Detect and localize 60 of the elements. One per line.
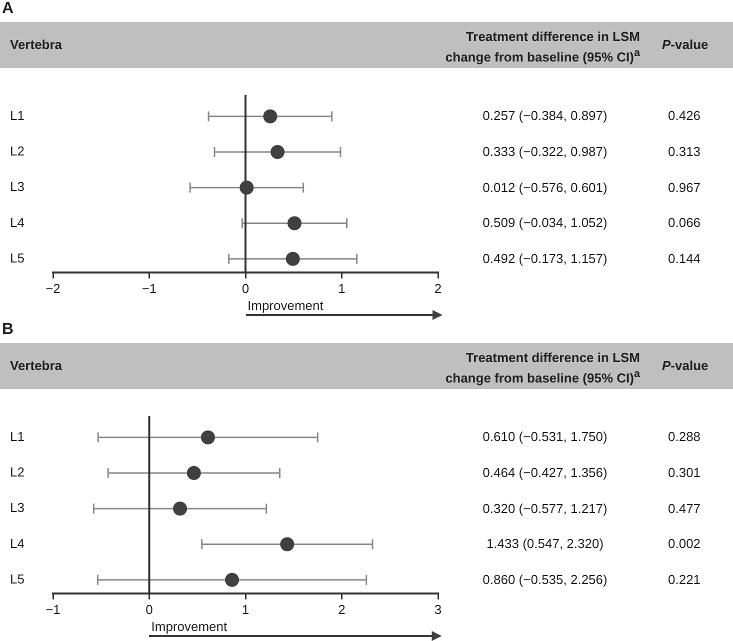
y-tick-label: L3	[10, 179, 24, 194]
point	[240, 180, 254, 195]
text: 0.313	[668, 144, 701, 159]
data-label: 0.610 (−0.531, 1.750)	[482, 429, 608, 444]
text: Improvement	[151, 619, 228, 634]
x-tick-label: −2	[46, 280, 60, 296]
text: Improvement	[248, 298, 324, 314]
data-label: 0.012 (−0.576, 0.601)	[482, 180, 608, 195]
x-tick-label: 2	[434, 280, 442, 296]
y-axis-title: Vertebra	[10, 37, 62, 52]
x-tick-label: 0	[146, 602, 153, 617]
text: 0.477	[668, 500, 701, 516]
y-tick-label: L3	[10, 500, 24, 516]
text: 0.002	[668, 536, 701, 552]
point	[225, 572, 240, 587]
data-label: 0.492 (−0.173, 1.157)	[482, 250, 608, 266]
y-tick-label: L2	[10, 144, 24, 159]
y-tick-label: L2	[10, 464, 24, 480]
y-tick-label: L4	[10, 536, 24, 551]
text: 0.066	[668, 215, 701, 230]
text: 0.426	[668, 108, 701, 124]
x-tick-label: −1	[46, 602, 60, 617]
data-label: 0.320 (−0.577, 1.217)	[482, 500, 608, 516]
text: 0.288	[668, 429, 701, 444]
point	[280, 537, 294, 552]
text: 0.967	[668, 180, 701, 195]
x-tick-label: 3	[434, 602, 442, 617]
x-tick-label: 2	[338, 602, 346, 617]
data-label: 0.333 (−0.322, 0.987)	[482, 144, 608, 159]
data-label: 0.464 (−0.427, 1.356)	[482, 464, 608, 480]
point	[287, 216, 302, 230]
point	[173, 502, 188, 516]
text: 0.301	[668, 464, 701, 480]
text: P-value	[662, 37, 708, 52]
point	[263, 109, 278, 124]
text: P-value	[662, 358, 708, 373]
point	[286, 252, 300, 266]
data-label: 0.509 (−0.034, 1.052)	[482, 215, 608, 230]
x-tick-label: 1	[242, 602, 250, 617]
text: 0.221	[668, 572, 701, 587]
chart-title: A	[2, 0, 14, 18]
data-label: 0.257 (−0.384, 0.897)	[482, 108, 608, 124]
y-tick-label: L5	[10, 250, 24, 266]
point	[186, 466, 201, 480]
text: 0.144	[668, 250, 701, 266]
data-label: 1.433 (0.547, 2.320)	[486, 536, 604, 552]
data-label: 0.860 (−0.535, 2.256)	[482, 572, 608, 587]
text: Treatment difference in LSM change from baseline (95% CI)$^{a}$	[444, 349, 640, 386]
x-tick-label: −1	[142, 280, 157, 296]
point	[200, 430, 215, 444]
chart-title: B	[2, 321, 14, 339]
x-tick-label: 1	[338, 280, 346, 296]
y-axis-title: Vertebra	[10, 358, 62, 373]
y-tick-label: L1	[10, 108, 24, 123]
point	[270, 144, 285, 159]
y-tick-label: L1	[10, 428, 24, 444]
text: Treatment difference in LSM change from baseline (95% CI)$^{a}$	[444, 28, 640, 66]
x-tick-label: 0	[242, 280, 250, 296]
y-tick-label: L4	[10, 214, 24, 230]
y-tick-label: L5	[10, 571, 24, 586]
